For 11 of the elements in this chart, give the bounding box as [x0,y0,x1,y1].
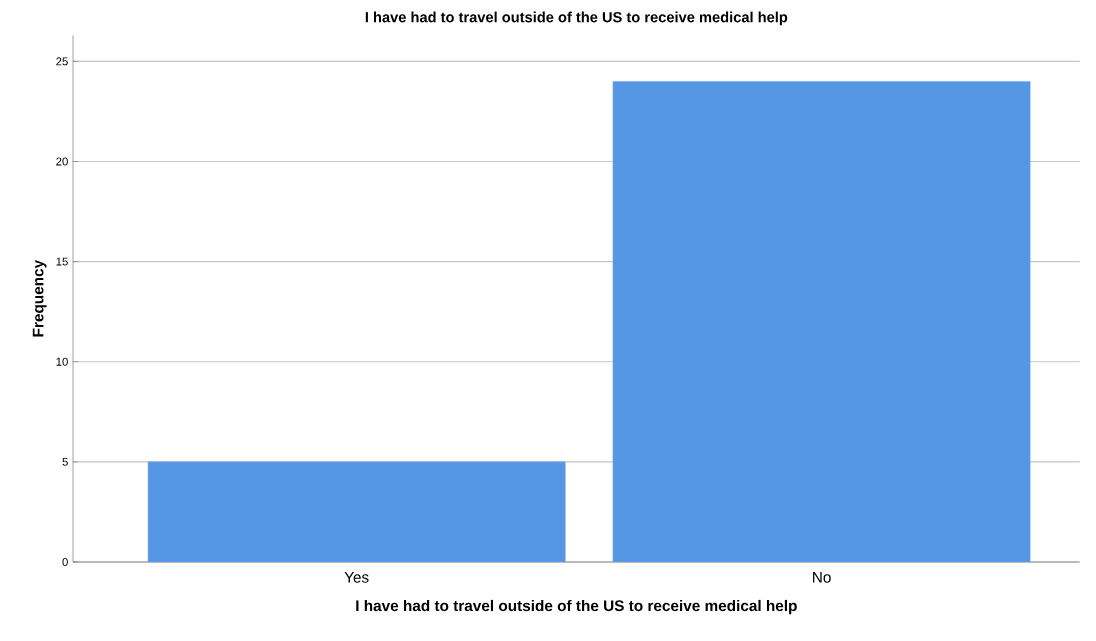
x-axis-title: I have had to travel outside of the US to receive medical help [356,599,797,615]
y-tick-label: 25 [56,57,68,66]
y-axis-title: Frequency [32,259,47,337]
chart-title: I have had to travel outside of the US to receive medical help [365,11,788,26]
x-tick-label: No [813,572,831,583]
y-tick-label: 15 [56,257,68,266]
y-tick-label: 5 [62,457,68,466]
y-tick-label: 0 [62,557,68,566]
x-tick-label: Yes [344,572,369,583]
y-tick-label: 10 [56,357,68,366]
y-tick-label: 20 [56,157,68,166]
